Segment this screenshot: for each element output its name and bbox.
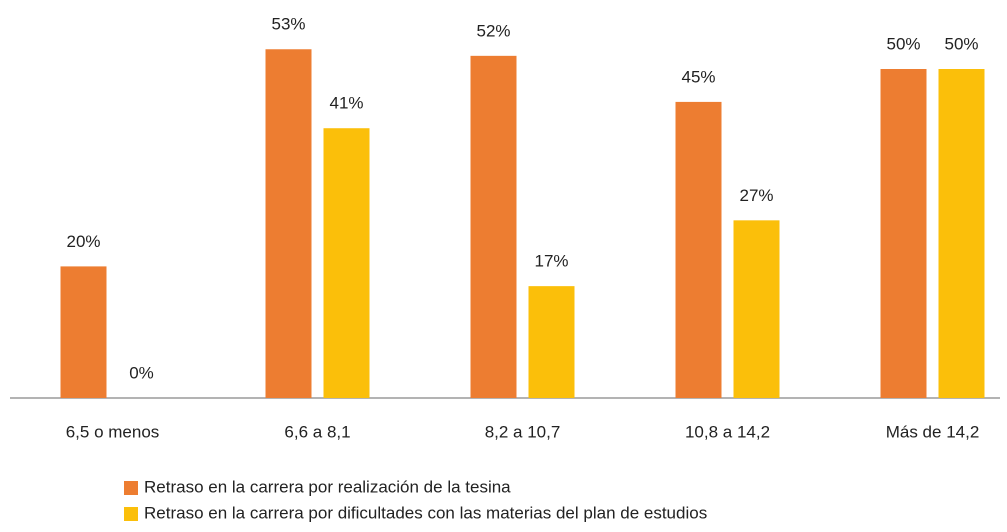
data-label: 50% [886,34,920,53]
x-tick-label: 8,2 a 10,7 [485,422,561,441]
data-label: 50% [944,34,978,53]
x-tick-label: 6,5 o menos [66,422,160,441]
x-tick-label: 6,6 a 8,1 [284,422,350,441]
legend-swatch [124,507,138,521]
bar [265,49,312,398]
bar [938,69,985,398]
bar [733,220,780,398]
data-label: 27% [739,186,773,205]
legend-swatch [124,481,138,495]
bar [880,69,927,398]
bar [60,266,107,398]
data-label: 45% [681,67,715,86]
bar [528,286,575,398]
bar [675,101,722,399]
bar [470,55,517,399]
x-tick-label: 10,8 a 14,2 [685,422,770,441]
data-label: 0% [129,363,154,382]
legend-label: Retraso en la carrera por realización de… [144,477,511,496]
x-tick-label: Más de 14,2 [886,422,980,441]
data-label: 20% [66,232,100,251]
legend-label: Retraso en la carrera por dificultades c… [144,503,707,522]
data-label: 17% [534,252,568,271]
data-label: 53% [271,15,305,34]
data-label: 41% [329,94,363,113]
bar [323,128,370,398]
data-label: 52% [476,21,510,40]
